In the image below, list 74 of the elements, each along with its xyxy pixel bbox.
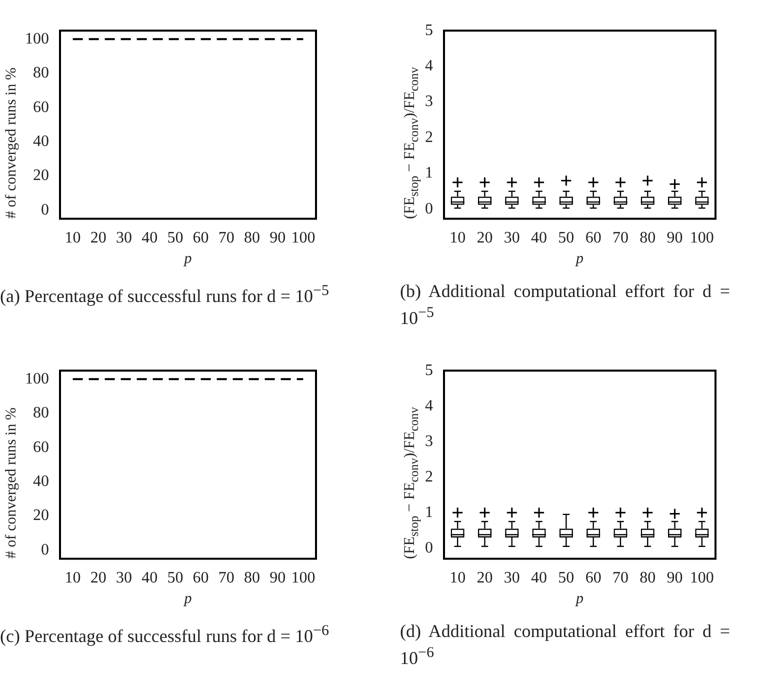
x-tick-label: 30 <box>116 570 132 587</box>
y-tick-label: 60 <box>33 98 49 116</box>
x-tick-label: 100 <box>291 570 316 587</box>
y-tick-label: 4 <box>425 397 433 414</box>
y-tick-label: 3 <box>425 93 433 110</box>
x-tick-label: 20 <box>90 570 106 587</box>
y-tick-label: 5 <box>425 362 433 379</box>
y-tick-label: 4 <box>425 58 433 75</box>
x-tick-label: 70 <box>218 230 234 247</box>
y-tick-label: 2 <box>425 128 433 146</box>
y-tick-label: 0 <box>425 539 433 556</box>
x-tick-label: 30 <box>116 230 132 247</box>
y-axis-title: # of converged runs in % <box>4 408 20 558</box>
y-tick-label: 40 <box>33 133 49 150</box>
y-tick-label: 5 <box>425 22 433 39</box>
y-axis-title: # of converged runs in % <box>4 68 20 218</box>
text: (a) Percentage of successful runs for d = 10$^{−5}$ <box>0 282 330 307</box>
x-tick-label: 60 <box>192 570 209 587</box>
x-tick-label: 20 <box>90 230 106 247</box>
x-tick-label: 40 <box>531 570 548 587</box>
y-tick-label: 0 <box>41 201 49 218</box>
x-tick-label: 90 <box>270 230 286 247</box>
x-tick-label: 90 <box>666 570 683 587</box>
x-tick-label: 60 <box>585 230 602 247</box>
y-tick-label: 1 <box>425 164 433 182</box>
y-tick-label: 100 <box>25 370 49 388</box>
y-tick-label: 80 <box>33 404 49 422</box>
x-tick-label: 40 <box>142 230 158 247</box>
text: (d) Additional computational effort for d = 10$^{−6}$ <box>400 620 730 669</box>
x-tick-label: 60 <box>192 230 209 247</box>
x-tick-label: 40 <box>142 570 158 587</box>
x-tick-label: 100 <box>690 230 714 247</box>
x-tick-label: 100 <box>690 570 714 587</box>
x-tick-label: 50 <box>558 570 574 587</box>
text: (c) Percentage of successful runs for d = 10$^{−6}$ <box>0 622 330 647</box>
x-tick-label: 10 <box>64 570 81 587</box>
x-tick-label: 90 <box>270 570 286 587</box>
y-tick-label: 100 <box>25 30 49 48</box>
x-tick-label: 30 <box>504 230 520 247</box>
x-tick-label: 10 <box>450 230 466 247</box>
x-tick-label: 20 <box>476 570 493 587</box>
x-tick-label: 60 <box>585 570 602 587</box>
x-tick-label: 10 <box>450 570 466 587</box>
y-tick-label: 60 <box>33 438 49 456</box>
y-tick-label: 80 <box>33 64 49 82</box>
x-tick-label: 10 <box>64 230 81 247</box>
x-tick-label: 70 <box>612 570 628 587</box>
x-tick-label: 30 <box>504 570 520 587</box>
x-tick-label: 70 <box>612 230 628 247</box>
y-tick-label: 20 <box>33 507 49 524</box>
x-tick-label: 40 <box>531 230 548 247</box>
x-tick-label: 80 <box>244 570 260 587</box>
y-tick-label: 20 <box>33 167 49 184</box>
y-tick-label: 3 <box>425 432 433 450</box>
x-tick-label: 50 <box>167 570 184 587</box>
x-tick-label: 50 <box>558 230 574 247</box>
y-tick-label: 40 <box>33 473 49 490</box>
x-tick-label: 80 <box>244 230 260 247</box>
x-tick-label: 80 <box>640 570 656 587</box>
x-tick-label: 70 <box>218 570 234 587</box>
y-tick-label: 0 <box>41 541 49 558</box>
x-tick-label: 50 <box>167 230 184 247</box>
x-axis-title: p <box>575 590 584 607</box>
x-axis-title: p <box>183 590 192 607</box>
x-tick-label: 20 <box>476 230 493 247</box>
y-tick-label: 2 <box>425 468 433 486</box>
x-tick-label: 80 <box>640 230 656 247</box>
x-axis-title: p <box>183 250 192 267</box>
x-tick-label: 90 <box>666 230 683 247</box>
x-tick-label: 100 <box>291 230 316 247</box>
y-tick-label: 1 <box>425 504 433 521</box>
y-tick-label: 0 <box>425 200 433 218</box>
text: (b) Additional computational effort for d = 10$^{−5}$ <box>400 280 730 329</box>
x-axis-title: p <box>575 250 584 267</box>
